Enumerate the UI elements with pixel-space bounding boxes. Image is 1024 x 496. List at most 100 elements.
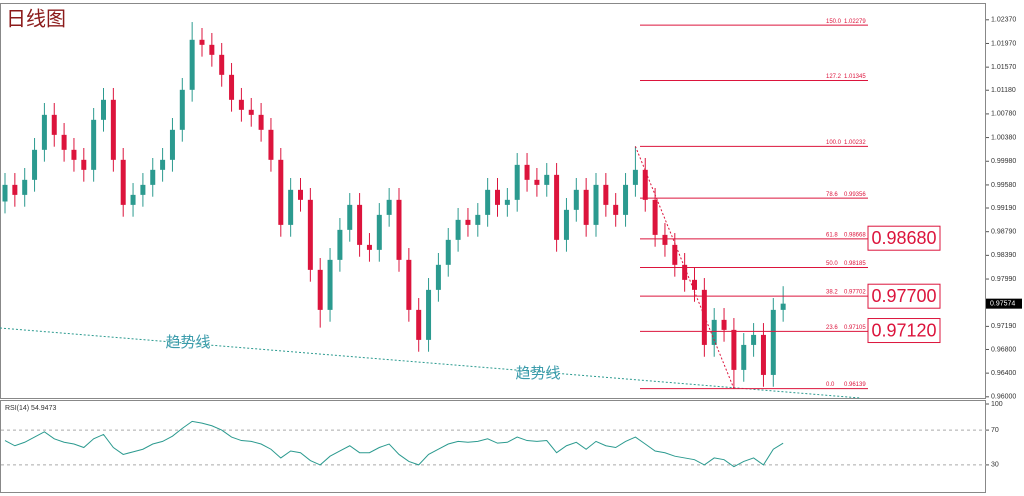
candle-body [554, 174, 560, 240]
candle-body [632, 169, 638, 185]
candle-body [160, 159, 166, 170]
y-tick-label: 0.99580 [991, 182, 1016, 189]
y-tick-label: 0.96000 [991, 394, 1016, 401]
fib-level-label: 127.2 [826, 74, 842, 80]
price-panel [0, 3, 986, 399]
callout-label: 0.98680 [871, 228, 936, 248]
candle-body [199, 39, 205, 45]
callout-label: 0.97120 [871, 320, 936, 340]
candle-body [731, 329, 737, 370]
candle-body [337, 229, 343, 260]
candle-body [22, 179, 28, 195]
trend-label: 趋势线 [515, 365, 560, 382]
candle-body [780, 303, 786, 310]
candle-body [238, 99, 244, 110]
candle-body [248, 109, 254, 115]
y-tick-label: 1.00780 [991, 111, 1016, 118]
y-tick-label: 1.00380 [991, 134, 1016, 141]
candle-body [435, 264, 441, 290]
candle-body [140, 184, 146, 195]
fib-price-label: 1.02279 [844, 19, 866, 25]
candle-body [51, 114, 57, 135]
y-tick-label: 0.98790 [991, 229, 1016, 236]
fib-price-label: 0.97702 [844, 290, 866, 296]
y-tick-label: 30 [991, 462, 999, 469]
fib-price-label: 0.97105 [844, 325, 866, 331]
rsi-line [4, 420, 784, 468]
candle-body [317, 269, 323, 310]
fib-price-label: 0.99356 [844, 192, 866, 198]
y-tick-label: 1.02370 [991, 17, 1016, 24]
callout-box [867, 318, 941, 344]
y-tick-label: 1.01180 [991, 87, 1016, 94]
y-tick-label: 0.97990 [991, 276, 1016, 283]
candle-body [298, 189, 303, 200]
y-tick-label: 1.01570 [991, 64, 1016, 71]
callout-box [867, 283, 941, 309]
y-tick-label: 100 [991, 401, 1003, 408]
candle-body [110, 99, 116, 160]
candle-body [169, 129, 175, 160]
rsi-title: RSI(14) 54.9473 [5, 405, 56, 412]
candle-body [366, 244, 372, 250]
candle-body [662, 234, 668, 245]
candle-body [32, 149, 38, 180]
trend-label: 趋势线 [165, 334, 210, 351]
callout-label: 0.97700 [871, 286, 936, 306]
candle-body [514, 164, 520, 200]
y-tick-label: 0.99190 [991, 205, 1016, 212]
candle-body [741, 344, 747, 370]
candle-body [278, 159, 284, 225]
candle-body [524, 164, 530, 180]
candle-body [376, 214, 382, 250]
candle-body [91, 119, 97, 170]
y-tick-label: 0.98390 [991, 252, 1016, 259]
candle-body [770, 309, 776, 375]
current-price-label: 0.97574 [990, 301, 1015, 308]
candle-body [485, 189, 491, 215]
fib-level-label: 61.8 [826, 232, 838, 238]
fib-level-label: 50.0 [826, 261, 838, 267]
candle-body [396, 199, 402, 260]
fib-price-label: 0.96139 [844, 382, 866, 388]
candle-body [347, 204, 353, 230]
candle-body [652, 199, 658, 235]
candle-body [179, 89, 185, 130]
current-price-box [986, 298, 1022, 309]
candle-body [327, 259, 333, 310]
candle-body [613, 204, 619, 215]
candle-body [416, 309, 422, 340]
candle-body [288, 189, 294, 225]
fib-level-label: 38.2 [826, 290, 838, 296]
candle-body [682, 264, 688, 280]
candle-body [455, 219, 461, 240]
rsi-panel [0, 400, 986, 493]
candle-body [209, 44, 215, 55]
candle-body [71, 149, 77, 160]
candle-body [189, 39, 195, 90]
fib-price-label: 0.98668 [844, 232, 866, 238]
candle-body [219, 54, 225, 75]
candle-body [475, 214, 481, 225]
candle-body [61, 134, 67, 150]
candle-body [81, 159, 87, 170]
y-tick-label: 0.97190 [991, 323, 1016, 330]
candle-body [2, 184, 8, 202]
candle-body [258, 114, 264, 130]
candle-body [101, 99, 106, 120]
candle-body [120, 159, 126, 205]
candle-body [406, 259, 412, 310]
candle-body [534, 179, 540, 185]
candle-body [229, 74, 235, 100]
candle-body [150, 169, 156, 185]
candle-body [573, 189, 579, 210]
candle-body [603, 184, 609, 205]
candle-body [544, 174, 550, 185]
callout-box [867, 225, 941, 251]
y-tick-label: 0.96400 [991, 370, 1016, 377]
candle-body [701, 289, 707, 345]
candle-body [672, 244, 678, 265]
candle-body [751, 334, 757, 345]
fib-level-label: 23.6 [826, 325, 838, 331]
